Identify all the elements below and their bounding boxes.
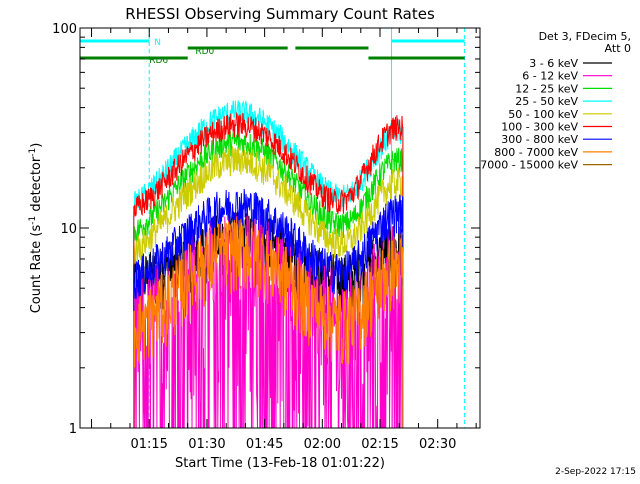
legend-header-line1: Det 3, FDecim 5,: [539, 30, 631, 43]
status-layer: N RD0 RD6: [80, 38, 465, 66]
y-tick-label: 10: [60, 222, 77, 237]
legend-header-line2: Att 0: [605, 42, 631, 55]
legend-entry-label: 3 - 6 keV: [529, 57, 578, 70]
y-axis-label-sup2: -1: [28, 148, 38, 157]
y-tick-label: 100: [52, 22, 77, 37]
series-line-6: [133, 188, 404, 428]
series-line-4: [133, 146, 404, 428]
series-line-5: [133, 111, 404, 428]
y-axis-label: Count Rate (s-1 detector-1): [28, 143, 44, 314]
legend-entry-label: 7000 - 15000 keV: [480, 159, 578, 172]
x-tick-label: 02:00: [304, 437, 341, 452]
chart-title: RHESSI Observing Summary Count Rates: [125, 5, 435, 23]
legend-entry-label: 800 - 7000 keV: [494, 146, 578, 159]
status-bar-label-0: N: [154, 38, 161, 48]
legend-entry-label: 100 - 300 keV: [501, 121, 578, 134]
legend-entry-label: 12 - 25 keV: [515, 82, 578, 95]
series-line-7: [133, 216, 404, 428]
x-tick-label: 01:45: [246, 437, 283, 452]
status-bar-label-2: RD6: [149, 56, 168, 66]
y-axis-label-end: ): [29, 143, 44, 148]
y-axis-label-mid: detector: [29, 156, 44, 216]
x-axis: 01:15 01:30 01:45 02:00 02:15 02:30: [91, 28, 477, 452]
y-tick-label: 1: [69, 422, 77, 437]
legend-entry-label: 6 - 12 keV: [522, 70, 578, 83]
status-bar-label-1: RD0: [195, 47, 214, 57]
legend-entry-label: 25 - 50 keV: [515, 95, 578, 108]
series-line-1: [133, 210, 403, 429]
y-axis-label-main: Count Rate (s: [29, 225, 44, 314]
legend-entry-label: 50 - 100 keV: [508, 108, 578, 121]
x-tick-label: 02:30: [419, 437, 456, 452]
y-axis-label-sup1: -1: [28, 216, 38, 225]
x-tick-label: 02:15: [361, 437, 398, 452]
x-tick-label: 01:30: [188, 437, 225, 452]
y-axis: 1 10 100: [52, 22, 480, 437]
legend-entry-label: 300 - 800 keV: [501, 133, 578, 146]
series-layer: [133, 99, 404, 429]
date-stamp: 2-Sep-2022 17:15: [555, 467, 636, 477]
x-axis-label: Start Time (13-Feb-18 01:01:22): [175, 456, 385, 471]
x-tick-label: 01:15: [130, 437, 167, 452]
